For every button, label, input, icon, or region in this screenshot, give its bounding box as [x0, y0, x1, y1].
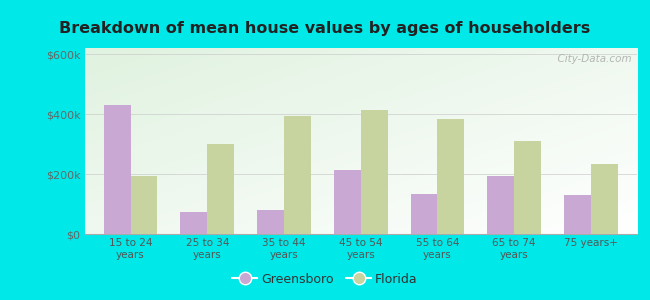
Bar: [257, 210, 284, 234]
Legend: Greensboro, Florida: Greensboro, Florida: [227, 268, 422, 291]
Bar: [437, 118, 464, 234]
Bar: [514, 141, 541, 234]
Bar: [207, 144, 234, 234]
Bar: [591, 164, 618, 234]
Bar: [361, 110, 387, 234]
Text: City-Data.com: City-Data.com: [551, 54, 632, 64]
Bar: [334, 169, 361, 234]
Bar: [411, 194, 437, 234]
Bar: [104, 105, 131, 234]
Bar: [488, 176, 514, 234]
Bar: [564, 195, 591, 234]
Text: Breakdown of mean house values by ages of householders: Breakdown of mean house values by ages o…: [59, 21, 591, 36]
Bar: [181, 212, 207, 234]
Bar: [284, 116, 311, 234]
Bar: [131, 176, 157, 234]
